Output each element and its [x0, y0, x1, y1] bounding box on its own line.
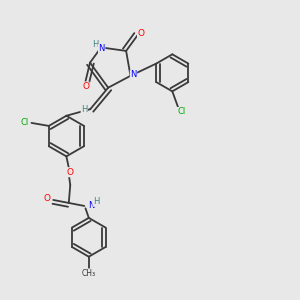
Text: H: H: [81, 105, 88, 114]
Text: O: O: [137, 29, 145, 38]
Text: CH₃: CH₃: [82, 269, 96, 278]
Text: Cl: Cl: [177, 107, 185, 116]
Text: H: H: [93, 197, 99, 206]
Text: O: O: [82, 82, 89, 91]
Text: O: O: [67, 168, 73, 177]
Text: N: N: [130, 70, 137, 80]
Text: Cl: Cl: [21, 118, 29, 127]
Text: N: N: [98, 44, 105, 53]
Text: O: O: [44, 194, 51, 203]
Text: H: H: [92, 40, 99, 49]
Text: N: N: [88, 200, 94, 209]
